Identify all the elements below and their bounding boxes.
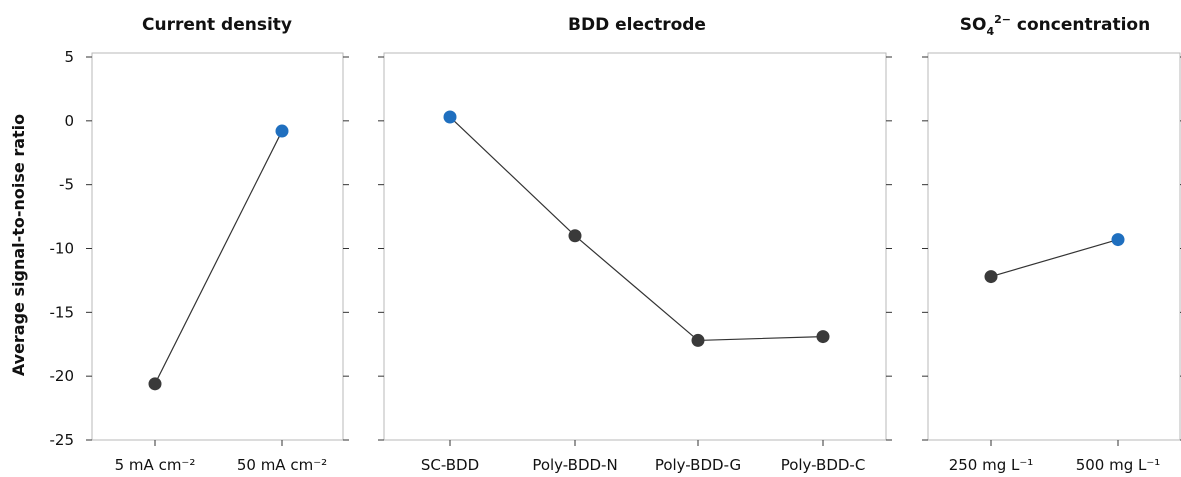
panel-marks: SC-BDD Poly-BDD-N Poly-BDD-G Poly-BDD-C [378, 56, 892, 474]
panel-so4-concentration: SO42− concentration [927, 13, 1181, 441]
title-rest: concentration [1011, 15, 1150, 35]
data-point [816, 330, 830, 344]
x-tick-label: Poly-BDD-C [781, 456, 866, 474]
panel-title-so4-concentration: SO42− concentration [960, 13, 1150, 38]
series-line [449, 116, 824, 342]
title-sup: 2− [994, 13, 1011, 26]
y-tick-label: -5 [59, 176, 74, 194]
x-tick-label: 5 mA cm⁻² [115, 456, 196, 474]
y-tick-label: 0 [64, 112, 74, 130]
data-point [691, 333, 705, 347]
panel-frame [91, 52, 344, 441]
panel-marks: 5 mA cm⁻² 50 mA cm⁻² [86, 56, 349, 474]
y-tick-label: -10 [50, 240, 75, 258]
chart-marks: 5 mA cm⁻² 50 mA cm⁻² SC-BDD Poly-BDD-N Poly-… [86, 56, 1181, 474]
y-tick-label: -15 [50, 303, 75, 321]
x-tick-label: 50 mA cm⁻² [237, 456, 327, 474]
x-tick-label: 500 mg L⁻¹ [1076, 456, 1161, 474]
panel-frame [383, 52, 887, 441]
x-tick-label: SC-BDD [421, 456, 479, 474]
title-so: SO [960, 15, 987, 35]
x-tick-label: Poly-BDD-N [532, 456, 617, 474]
data-point-highlight [443, 110, 457, 124]
y-tick-labels: 5 0 -5 -10 -15 -20 -25 [50, 48, 75, 449]
data-point-highlight [1111, 233, 1125, 247]
data-point [148, 377, 162, 391]
data-point [568, 229, 582, 243]
x-tick-label: 250 mg L⁻¹ [949, 456, 1034, 474]
panel-bdd-electrode: BDD electrode [383, 15, 887, 441]
y-tick-label: -25 [50, 431, 75, 449]
data-point-highlight [275, 124, 289, 138]
y-tick-label: 5 [64, 48, 74, 66]
title-sub: 4 [986, 25, 994, 38]
y-axis-title: Average signal-to-noise ratio [9, 114, 28, 376]
series-line [990, 238, 1119, 278]
panel-title-bdd-electrode: BDD electrode [568, 15, 706, 35]
series-line [154, 130, 283, 385]
panel-frame [927, 52, 1181, 441]
panel-title-current-density: Current density [142, 15, 292, 35]
panel-marks: 250 mg L⁻¹ 500 mg L⁻¹ [922, 56, 1181, 474]
x-tick-label: Poly-BDD-G [655, 456, 741, 474]
data-point [984, 270, 998, 284]
panel-current-density: Current density [91, 15, 344, 441]
y-tick-label: -20 [50, 367, 75, 385]
